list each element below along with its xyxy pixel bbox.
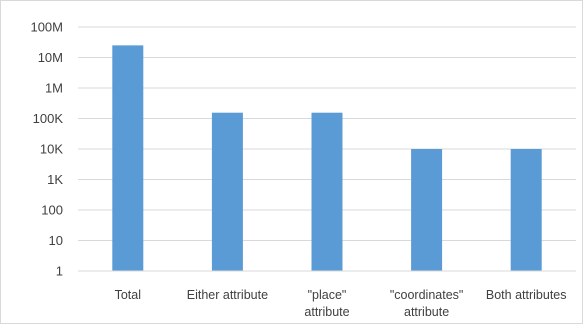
y-tick-label: 100 xyxy=(41,203,63,218)
y-tick-label: 1K xyxy=(47,172,63,187)
y-tick-label: 1 xyxy=(56,264,63,279)
x-category-label: Total xyxy=(115,288,141,302)
x-category-label: Both attributes xyxy=(486,288,567,302)
y-tick-label: 1M xyxy=(45,81,63,96)
x-category-label: attribute xyxy=(404,305,449,319)
x-category-label: attribute xyxy=(304,305,349,319)
y-tick-label: 10 xyxy=(49,233,63,248)
bar xyxy=(112,45,144,272)
bar xyxy=(311,112,343,271)
bars xyxy=(112,45,542,272)
x-category-label: "place" xyxy=(308,288,347,302)
bar xyxy=(211,112,243,271)
y-tick-label: 100K xyxy=(33,111,64,126)
bar xyxy=(411,149,443,271)
x-axis-category-labels: Total Either attribute "place" attribute "co… xyxy=(115,288,567,319)
y-tick-label: 10K xyxy=(40,142,63,157)
y-tick-label: 100M xyxy=(30,20,63,35)
x-category-label: Either attribute xyxy=(187,288,268,302)
y-axis-tick-labels: 1 10 100 1K 10K 100K 1M 10M 100M xyxy=(30,20,63,279)
bar xyxy=(510,149,542,271)
x-category-label: "coordinates" xyxy=(390,288,464,302)
y-tick-label: 10M xyxy=(38,50,63,65)
